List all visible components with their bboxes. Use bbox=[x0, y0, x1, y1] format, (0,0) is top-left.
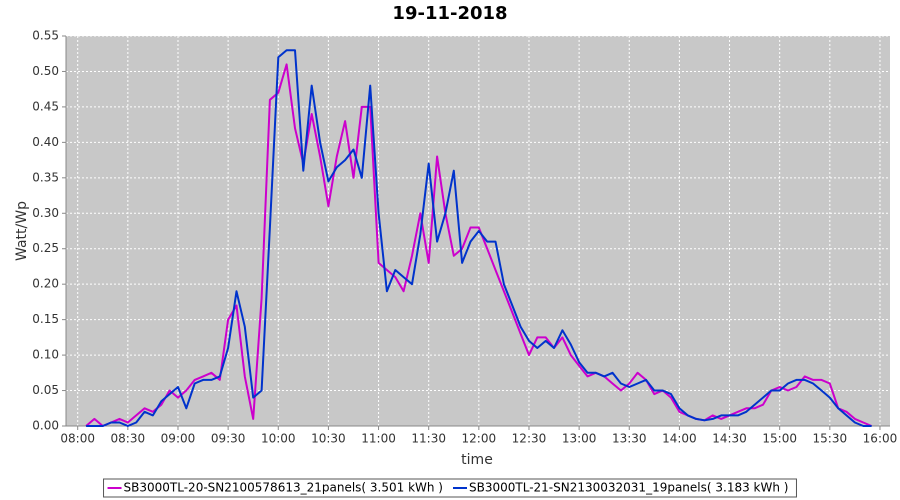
x-axis-label: time bbox=[461, 452, 493, 468]
y-tick-label: 0.10 bbox=[32, 348, 59, 362]
x-tick-label: 12:00 bbox=[462, 432, 497, 446]
y-axis-label: Watt/Wp bbox=[14, 201, 30, 261]
legend-label: SB3000TL-21-SN2130032031_19panels( 3.183… bbox=[469, 481, 788, 495]
x-tick-label: 15:00 bbox=[762, 432, 797, 446]
x-tick-label: 10:30 bbox=[311, 432, 346, 446]
x-tick-label: 10:00 bbox=[261, 432, 296, 446]
y-tick-label: 0.25 bbox=[32, 241, 59, 255]
legend-label: SB3000TL-20-SN2100578613_21panels( 3.501… bbox=[124, 481, 443, 495]
x-tick-label: 14:00 bbox=[662, 432, 697, 446]
x-tick-label: 11:00 bbox=[361, 432, 396, 446]
x-tick-label: 08:30 bbox=[111, 432, 146, 446]
x-tick-label: 12:30 bbox=[512, 432, 547, 446]
y-tick-label: 0.20 bbox=[32, 277, 59, 291]
x-tick-label: 16:00 bbox=[863, 432, 898, 446]
y-tick-label: 0.50 bbox=[32, 64, 59, 78]
x-tick-label: 13:30 bbox=[612, 432, 647, 446]
y-tick-label: 0.55 bbox=[32, 29, 59, 43]
y-tick-label: 0.45 bbox=[32, 99, 59, 113]
x-tick-label: 09:30 bbox=[211, 432, 246, 446]
legend bbox=[103, 478, 797, 498]
x-tick-label: 13:00 bbox=[562, 432, 597, 446]
series-line bbox=[86, 49, 872, 427]
x-tick-label: 11:30 bbox=[411, 432, 446, 446]
y-tick-label: 0.30 bbox=[32, 206, 59, 220]
y-tick-label: 0.40 bbox=[32, 135, 59, 149]
y-tick-label: 0.35 bbox=[32, 170, 59, 184]
x-tick-label: 08:00 bbox=[60, 432, 95, 446]
y-tick-label: 0.05 bbox=[32, 383, 59, 397]
x-tick-label: 14:30 bbox=[712, 432, 747, 446]
x-tick-label: 09:00 bbox=[161, 432, 196, 446]
y-tick-label: 0.00 bbox=[32, 419, 59, 433]
y-tick-label: 0.15 bbox=[32, 312, 59, 326]
chart-title: 19-11-2018 bbox=[392, 3, 507, 24]
x-tick-label: 15:30 bbox=[813, 432, 848, 446]
